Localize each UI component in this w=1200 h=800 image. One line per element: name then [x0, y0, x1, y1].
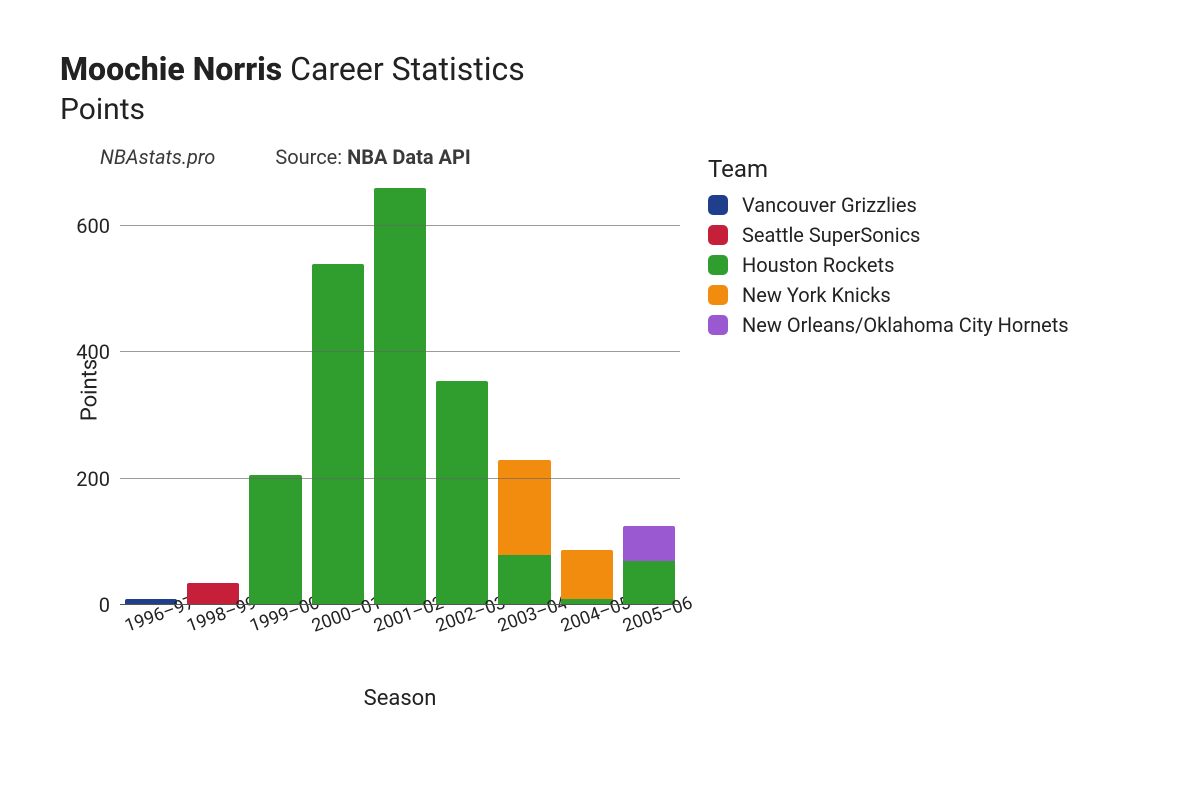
- legend-item: Houston Rockets: [708, 253, 1069, 277]
- chart-subtitle: Points: [60, 92, 1160, 127]
- bar-segment: [374, 188, 426, 605]
- bar-stack: [374, 188, 426, 605]
- legend: Team Vancouver Grizzlies Seattle SuperSon…: [708, 155, 1069, 343]
- bar-segment: [436, 381, 488, 605]
- title-suffix: Career Statistics: [290, 50, 525, 88]
- credits-site: NBAstats.pro: [100, 145, 215, 169]
- chart-area: NBAstats.pro Source: NBA Data API Points…: [60, 145, 680, 705]
- bar-column: 1998–99: [182, 175, 244, 605]
- bar-stack: [561, 550, 613, 606]
- legend-label: Vancouver Grizzlies: [742, 193, 917, 217]
- credits-source-prefix: Source:: [275, 145, 347, 169]
- chart-title: Moochie Norris Career Statistics: [60, 50, 1160, 88]
- grid-line: [120, 604, 680, 605]
- bar-stack: [249, 475, 301, 606]
- legend-title: Team: [708, 155, 1069, 183]
- legend-swatch: [708, 315, 728, 335]
- legend-items: Vancouver Grizzlies Seattle SuperSonics Ho…: [708, 193, 1069, 337]
- chart-credits: NBAstats.pro Source: NBA Data API: [100, 145, 680, 169]
- legend-item: New York Knicks: [708, 283, 1069, 307]
- bar-stack: [498, 460, 550, 605]
- bar-segment: [312, 264, 364, 605]
- ytick-label: 0: [99, 593, 110, 617]
- bar-segment: [249, 475, 301, 606]
- legend-label: Houston Rockets: [742, 253, 894, 277]
- bar-segment: [498, 460, 550, 555]
- legend-swatch: [708, 285, 728, 305]
- grid-line: [120, 351, 680, 352]
- x-axis-title: Season: [364, 686, 437, 711]
- legend-item: Vancouver Grizzlies: [708, 193, 1069, 217]
- legend-swatch: [708, 195, 728, 215]
- ytick-label: 600: [76, 214, 110, 238]
- page-root: Moochie Norris Career Statistics Points …: [0, 0, 1200, 800]
- bar-segment: [623, 526, 675, 561]
- bar-stack: [436, 381, 488, 605]
- legend-label: New Orleans/Oklahoma City Hornets: [742, 313, 1069, 337]
- bar-column: 2002–03: [431, 175, 493, 605]
- legend-item: New Orleans/Oklahoma City Hornets: [708, 313, 1069, 337]
- chart-plot: Points Season 1996–971998–991999–002000–…: [120, 175, 680, 605]
- ytick-label: 200: [76, 467, 110, 491]
- legend-swatch: [708, 225, 728, 245]
- bar-column: 2003–04: [493, 175, 555, 605]
- bar-column: 2004–05: [556, 175, 618, 605]
- grid-line: [120, 225, 680, 226]
- bar-column: 1996–97: [120, 175, 182, 605]
- credits-source: Source: NBA Data API: [275, 145, 470, 169]
- y-axis-title: Points: [78, 359, 103, 421]
- bar-column: 2000–01: [307, 175, 369, 605]
- bar-segment: [498, 555, 550, 606]
- bar-stack: [623, 526, 675, 605]
- bars-container: 1996–971998–991999–002000–012001–022002–…: [120, 175, 680, 605]
- grid-line: [120, 478, 680, 479]
- bar-stack: [312, 264, 364, 605]
- chart-body-row: NBAstats.pro Source: NBA Data API Points…: [60, 145, 1160, 705]
- bar-column: 2005–06: [618, 175, 680, 605]
- legend-label: Seattle SuperSonics: [742, 223, 920, 247]
- legend-item: Seattle SuperSonics: [708, 223, 1069, 247]
- bar-column: 1999–00: [244, 175, 306, 605]
- legend-swatch: [708, 255, 728, 275]
- bar-column: 2001–02: [369, 175, 431, 605]
- title-player: Moochie Norris: [60, 50, 282, 88]
- bar-segment: [561, 550, 613, 599]
- ytick-label: 400: [76, 340, 110, 364]
- legend-label: New York Knicks: [742, 283, 891, 307]
- credits-source-name: NBA Data API: [347, 145, 471, 169]
